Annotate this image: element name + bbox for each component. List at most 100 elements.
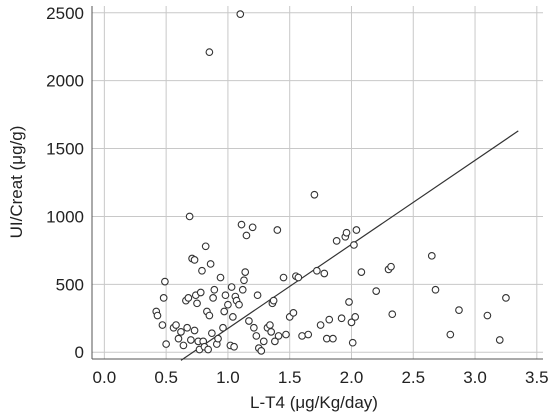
- x-tick-label: 2.5: [401, 368, 425, 387]
- data-point: [201, 242, 210, 251]
- x-tick-label: 3.5: [525, 368, 549, 387]
- data-point: [322, 334, 331, 343]
- grid: [92, 6, 543, 359]
- data-point: [253, 291, 262, 300]
- y-tick-label: 1000: [46, 207, 84, 226]
- data-point: [250, 323, 258, 332]
- data-point: [332, 237, 341, 245]
- data-point: [205, 48, 214, 57]
- data-point: [245, 317, 253, 325]
- data-point: [159, 294, 168, 302]
- data-point: [329, 334, 337, 343]
- data-point: [183, 323, 191, 332]
- data-point: [230, 342, 238, 351]
- y-tick-label: 500: [56, 275, 84, 294]
- data-point: [352, 226, 361, 234]
- y-tick-label: 1500: [46, 140, 84, 159]
- data-point: [205, 311, 214, 320]
- data-point: [316, 321, 325, 329]
- data-point: [179, 341, 188, 350]
- data-point: [190, 326, 199, 335]
- data-point: [342, 228, 351, 237]
- data-point: [248, 223, 257, 232]
- data-point: [274, 332, 283, 340]
- data-point: [259, 337, 268, 346]
- data-point: [158, 321, 167, 329]
- data-point: [229, 313, 237, 321]
- x-tick-label: 2.0: [340, 368, 364, 387]
- data-point: [186, 336, 195, 344]
- data-point: [216, 273, 225, 282]
- data-point: [495, 336, 504, 344]
- data-point: [235, 300, 243, 309]
- data-point: [388, 310, 397, 319]
- data-point: [279, 273, 288, 282]
- data-point: [209, 294, 217, 302]
- y-tick-label: 0: [75, 343, 84, 362]
- data-point: [372, 287, 381, 295]
- data-point: [240, 276, 248, 285]
- data-point: [273, 226, 282, 234]
- data-point: [269, 296, 278, 305]
- x-axis-label: L-T4 (μg/Kg/day): [250, 393, 378, 412]
- y-axis-label: UI/Creat (μg/g): [7, 126, 26, 239]
- data-point: [310, 190, 319, 199]
- data-point: [267, 327, 276, 336]
- data-point: [185, 212, 194, 221]
- data-point: [177, 327, 185, 336]
- y-tick-label: 2000: [46, 72, 84, 91]
- data-point: [220, 307, 229, 316]
- data-point: [184, 294, 193, 302]
- data-point: [214, 334, 222, 343]
- data-point: [204, 345, 212, 354]
- data-point: [455, 306, 463, 314]
- data-point: [345, 298, 353, 306]
- data-point: [242, 231, 251, 240]
- data-point: [325, 315, 334, 324]
- data-point: [502, 294, 510, 302]
- data-point: [210, 285, 219, 294]
- data-point: [357, 268, 366, 276]
- data-point: [190, 256, 199, 264]
- data-point: [257, 347, 266, 355]
- data-point: [227, 283, 236, 291]
- data-point: [252, 332, 261, 340]
- data-point: [431, 285, 440, 294]
- trend-line-group: [180, 130, 519, 361]
- data-point: [337, 314, 346, 323]
- data-point: [266, 321, 274, 329]
- data-point: [206, 260, 215, 268]
- x-tick-label: 1.0: [216, 368, 240, 387]
- data-point: [350, 241, 358, 249]
- data-point: [219, 323, 227, 332]
- data-point: [221, 291, 230, 300]
- data-points: [152, 10, 510, 355]
- data-point: [289, 308, 298, 317]
- data-point: [282, 330, 290, 339]
- tick-labels: 0.0 0.5 1.0 1.5 2.0 2.5 3.0 3.5 0 500 1000 1500 2000…: [46, 4, 548, 387]
- regression-line: [180, 130, 519, 361]
- x-tick-label: 1.5: [278, 368, 302, 387]
- data-point: [193, 299, 201, 308]
- data-point: [320, 269, 329, 278]
- data-point: [161, 277, 169, 286]
- data-point: [446, 330, 455, 339]
- data-point: [238, 285, 247, 294]
- x-tick-label: 0.0: [93, 368, 117, 387]
- data-point: [313, 266, 321, 275]
- plot-frame: [91, 6, 543, 360]
- data-point: [162, 340, 170, 348]
- data-point: [224, 300, 232, 309]
- data-point: [174, 334, 183, 343]
- data-point: [236, 10, 245, 18]
- data-point: [196, 288, 205, 297]
- data-point: [298, 332, 306, 340]
- data-point: [427, 251, 436, 260]
- data-point: [241, 268, 250, 276]
- data-point: [348, 338, 357, 347]
- data-point: [387, 262, 395, 271]
- data-point: [304, 330, 313, 339]
- data-point: [294, 273, 303, 282]
